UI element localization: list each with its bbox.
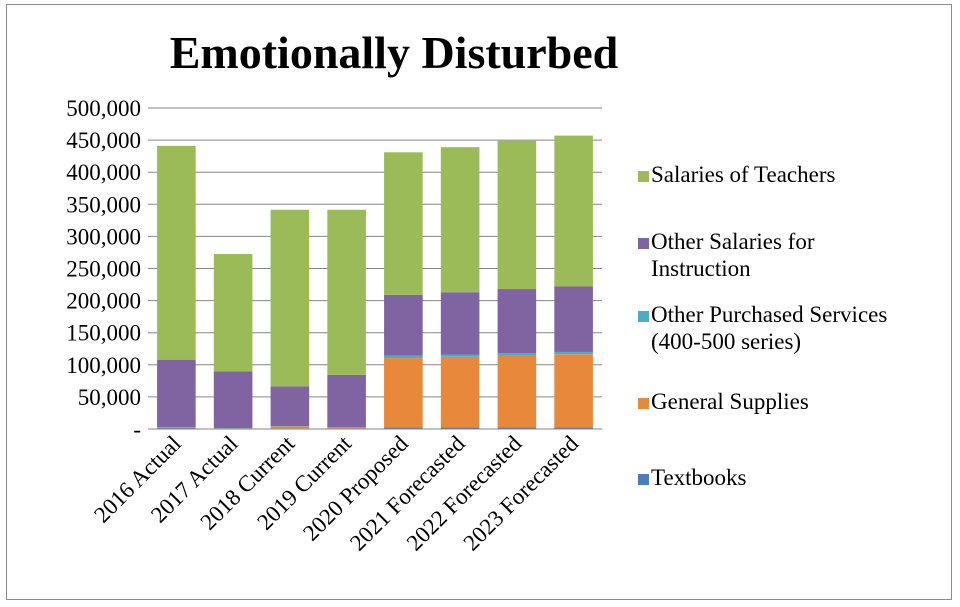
bar-general-supplies-2018-current bbox=[270, 426, 310, 429]
bar-other-purchased-services-400-500-series-2022-forecasted bbox=[497, 353, 537, 356]
legend-item-textbooks: Textbooks bbox=[638, 465, 747, 490]
legend: Salaries of Teachers Other Salaries forIn… bbox=[638, 162, 887, 490]
y-tick-label: 350,000 bbox=[66, 192, 141, 217]
bar-textbooks-2023-forecasted bbox=[554, 427, 593, 429]
bar-general-supplies-2020-proposed bbox=[384, 358, 423, 428]
bar-other-purchased-services-400-500-series-2021-forecasted bbox=[440, 354, 480, 357]
chart-svg: Emotionally Disturbed - 50,000 100,000 150,… bbox=[66, 27, 887, 556]
bar-other-purchased-services-400-500-series-2023-forecasted bbox=[554, 351, 593, 355]
bar-textbooks-2022-forecasted bbox=[497, 427, 537, 429]
y-tick-label: 500,000 bbox=[66, 96, 141, 121]
bar-textbooks-2021-forecasted bbox=[440, 427, 480, 429]
y-tick-label: - bbox=[133, 417, 141, 442]
legend-swatch bbox=[638, 238, 649, 249]
legend-item-general-supplies: General Supplies bbox=[638, 389, 809, 414]
y-tick-label: 200,000 bbox=[66, 289, 141, 314]
y-tick-label: 400,000 bbox=[66, 160, 141, 185]
legend-item-salaries-of-teachers: Salaries of Teachers bbox=[638, 162, 835, 187]
legend-swatch bbox=[638, 171, 649, 182]
chart-title: Emotionally Disturbed bbox=[170, 27, 619, 78]
bar-salaries-of-teachers-2019-current bbox=[327, 209, 366, 375]
bar-other-salaries-for-instruction-2018-current bbox=[270, 386, 310, 427]
legend-label: General Supplies bbox=[651, 389, 809, 414]
bar-salaries-of-teachers-2020-proposed bbox=[384, 152, 423, 295]
legend-swatch bbox=[638, 311, 649, 322]
chart-frame: Emotionally Disturbed - 50,000 100,000 150,… bbox=[6, 4, 952, 600]
bar-other-salaries-for-instruction-2020-proposed bbox=[384, 294, 423, 356]
bar-salaries-of-teachers-2023-forecasted bbox=[554, 135, 593, 287]
legend-label: Other Salaries for bbox=[651, 229, 815, 254]
bar-general-supplies-2022-forecasted bbox=[497, 355, 537, 428]
bar-other-salaries-for-instruction-2017-actual bbox=[213, 371, 253, 429]
legend-label: (400-500 series) bbox=[651, 329, 801, 354]
bar-salaries-of-teachers-2017-actual bbox=[213, 254, 253, 372]
legend-item-other-purchased-services-400-500-series: Other Purchased Services(400-500 series) bbox=[638, 302, 887, 354]
legend-label: Instruction bbox=[651, 256, 751, 281]
y-tick-label: 50,000 bbox=[78, 385, 141, 410]
bar-other-salaries-for-instruction-2019-current bbox=[327, 374, 366, 428]
bar-other-salaries-for-instruction-2021-forecasted bbox=[440, 292, 480, 355]
legend-label: Salaries of Teachers bbox=[651, 162, 835, 187]
bars bbox=[157, 135, 593, 429]
bar-salaries-of-teachers-2016-actual bbox=[157, 145, 196, 360]
bar-other-salaries-for-instruction-2023-forecasted bbox=[554, 286, 593, 352]
bar-other-purchased-services-400-500-series-2020-proposed bbox=[384, 355, 423, 359]
y-tick-label: 450,000 bbox=[66, 128, 141, 153]
bar-general-supplies-2016-actual bbox=[157, 427, 196, 429]
bar-general-supplies-2021-forecasted bbox=[440, 356, 480, 428]
bar-general-supplies-2019-current bbox=[327, 427, 366, 429]
bar-general-supplies-2023-forecasted bbox=[554, 354, 593, 428]
y-tick-label: 100,000 bbox=[66, 353, 141, 378]
legend-swatch bbox=[638, 474, 649, 485]
y-tick-label: 300,000 bbox=[66, 224, 141, 249]
bar-other-salaries-for-instruction-2016-actual bbox=[157, 359, 196, 428]
y-tick-label: 250,000 bbox=[66, 257, 141, 282]
y-tick-label: 150,000 bbox=[66, 321, 141, 346]
bar-salaries-of-teachers-2022-forecasted bbox=[497, 140, 537, 290]
bar-salaries-of-teachers-2018-current bbox=[270, 209, 310, 387]
legend-label: Textbooks bbox=[651, 465, 747, 490]
legend-label: Other Purchased Services bbox=[651, 302, 887, 327]
bar-other-salaries-for-instruction-2022-forecasted bbox=[497, 289, 537, 354]
bar-textbooks-2020-proposed bbox=[384, 427, 423, 429]
legend-swatch bbox=[638, 398, 649, 409]
bar-salaries-of-teachers-2021-forecasted bbox=[440, 147, 480, 293]
y-axis-ticks: - 50,000 100,000 150,000 200,000 250,000 300,0… bbox=[66, 96, 141, 442]
